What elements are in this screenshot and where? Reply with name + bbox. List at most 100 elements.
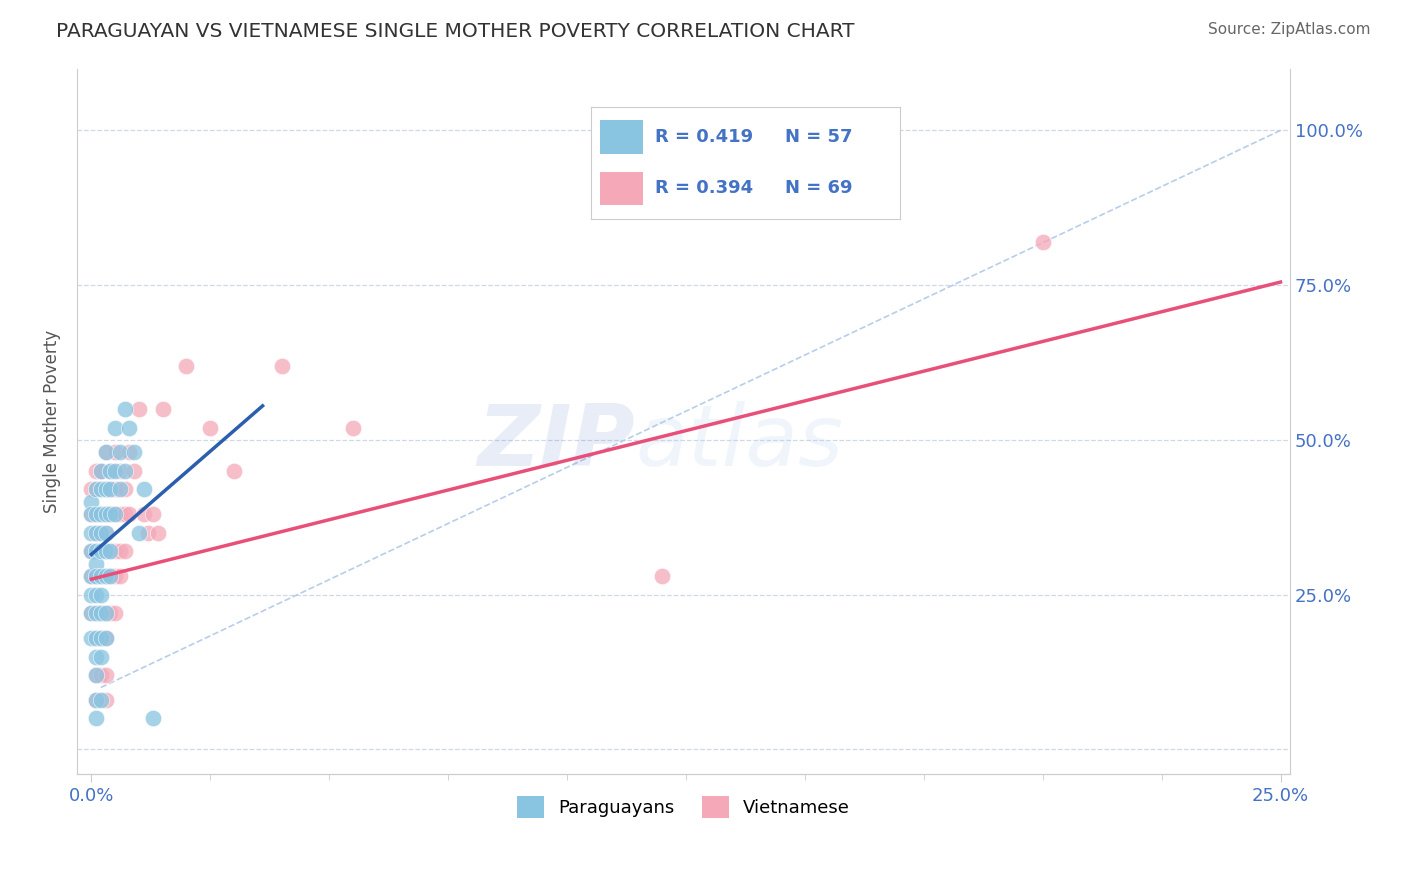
Bar — [600, 171, 643, 205]
Point — [1032, 235, 1054, 249]
Point — [90, 649, 112, 664]
Point — [94, 631, 117, 645]
Point — [100, 569, 122, 583]
Point — [84, 525, 107, 540]
Point — [90, 507, 112, 521]
Point — [94, 507, 117, 521]
Point — [90, 606, 112, 620]
Point — [80, 588, 103, 602]
Point — [90, 483, 112, 497]
Point — [104, 507, 127, 521]
Point — [84, 711, 107, 725]
Point — [146, 525, 169, 540]
Point — [84, 483, 107, 497]
Point — [80, 606, 103, 620]
Point — [80, 569, 103, 583]
Point — [94, 606, 117, 620]
Point — [108, 464, 131, 478]
Point — [94, 525, 117, 540]
Point — [80, 544, 103, 558]
Point — [84, 544, 107, 558]
Point — [132, 507, 155, 521]
Point — [114, 401, 136, 416]
Text: N = 69: N = 69 — [786, 179, 853, 197]
Point — [94, 483, 117, 497]
Point — [100, 507, 122, 521]
Point — [100, 507, 122, 521]
Point — [94, 606, 117, 620]
Point — [108, 544, 131, 558]
Point — [104, 569, 127, 583]
Point — [94, 525, 117, 540]
Point — [84, 569, 107, 583]
Point — [108, 445, 131, 459]
Point — [90, 631, 112, 645]
Point — [270, 359, 292, 373]
Point — [118, 420, 141, 434]
Point — [84, 693, 107, 707]
Point — [138, 525, 160, 540]
Point — [342, 420, 364, 434]
Point — [100, 483, 122, 497]
Point — [94, 693, 117, 707]
Point — [84, 507, 107, 521]
Point — [90, 668, 112, 682]
Point — [90, 483, 112, 497]
Point — [114, 507, 136, 521]
Point — [176, 359, 198, 373]
Point — [94, 445, 117, 459]
Text: N = 57: N = 57 — [786, 128, 853, 145]
Text: atlas: atlas — [636, 401, 844, 484]
Point — [132, 483, 155, 497]
Point — [90, 525, 112, 540]
Point — [80, 507, 103, 521]
Point — [114, 483, 136, 497]
Point — [80, 483, 103, 497]
Point — [84, 631, 107, 645]
Point — [90, 464, 112, 478]
Point — [84, 693, 107, 707]
Point — [84, 557, 107, 571]
Point — [90, 569, 112, 583]
Point — [80, 569, 103, 583]
Text: R = 0.419: R = 0.419 — [655, 128, 754, 145]
Point — [84, 606, 107, 620]
Point — [222, 464, 245, 478]
Point — [118, 507, 141, 521]
Point — [100, 464, 122, 478]
Point — [90, 588, 112, 602]
Point — [90, 464, 112, 478]
Point — [84, 569, 107, 583]
Point — [84, 544, 107, 558]
Point — [104, 544, 127, 558]
Point — [80, 525, 103, 540]
Point — [100, 483, 122, 497]
Point — [104, 483, 127, 497]
Point — [100, 544, 122, 558]
Point — [118, 445, 141, 459]
Point — [142, 507, 165, 521]
Point — [104, 464, 127, 478]
Point — [104, 507, 127, 521]
Text: Source: ZipAtlas.com: Source: ZipAtlas.com — [1208, 22, 1371, 37]
Point — [80, 631, 103, 645]
Point — [651, 569, 673, 583]
Point — [122, 445, 145, 459]
Point — [104, 606, 127, 620]
Point — [84, 649, 107, 664]
Point — [94, 668, 117, 682]
Point — [108, 483, 131, 497]
Text: PARAGUAYAN VS VIETNAMESE SINGLE MOTHER POVERTY CORRELATION CHART: PARAGUAYAN VS VIETNAMESE SINGLE MOTHER P… — [56, 22, 855, 41]
Point — [80, 507, 103, 521]
Point — [94, 507, 117, 521]
Legend: Paraguayans, Vietnamese: Paraguayans, Vietnamese — [510, 789, 858, 825]
Point — [108, 507, 131, 521]
Point — [94, 569, 117, 583]
Point — [84, 464, 107, 478]
Point — [104, 445, 127, 459]
Point — [84, 588, 107, 602]
Point — [114, 544, 136, 558]
Point — [90, 525, 112, 540]
Point — [94, 569, 117, 583]
Point — [94, 445, 117, 459]
